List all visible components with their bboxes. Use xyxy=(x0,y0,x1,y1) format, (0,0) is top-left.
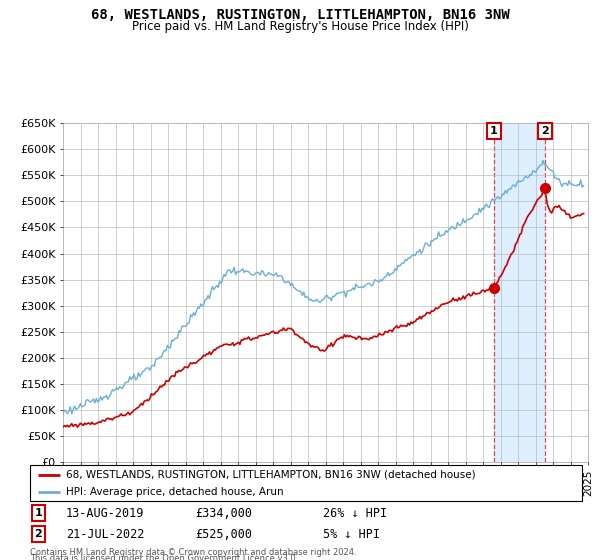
FancyBboxPatch shape xyxy=(30,465,582,501)
Text: 13-AUG-2019: 13-AUG-2019 xyxy=(66,507,144,520)
Text: 1: 1 xyxy=(490,126,498,136)
Text: Price paid vs. HM Land Registry's House Price Index (HPI): Price paid vs. HM Land Registry's House … xyxy=(131,20,469,33)
Text: 1: 1 xyxy=(34,508,42,518)
Bar xyxy=(494,123,545,462)
Text: 68, WESTLANDS, RUSTINGTON, LITTLEHAMPTON, BN16 3NW (detached house): 68, WESTLANDS, RUSTINGTON, LITTLEHAMPTON… xyxy=(66,470,476,480)
Text: £334,000: £334,000 xyxy=(196,507,253,520)
Text: 2: 2 xyxy=(34,529,42,539)
Text: 2: 2 xyxy=(541,126,549,136)
Text: 21-JUL-2022: 21-JUL-2022 xyxy=(66,528,144,541)
Text: HPI: Average price, detached house, Arun: HPI: Average price, detached house, Arun xyxy=(66,487,284,497)
Text: 68, WESTLANDS, RUSTINGTON, LITTLEHAMPTON, BN16 3NW: 68, WESTLANDS, RUSTINGTON, LITTLEHAMPTON… xyxy=(91,8,509,22)
Text: This data is licensed under the Open Government Licence v3.0.: This data is licensed under the Open Gov… xyxy=(30,554,298,560)
Text: 26% ↓ HPI: 26% ↓ HPI xyxy=(323,507,386,520)
Text: Contains HM Land Registry data © Crown copyright and database right 2024.: Contains HM Land Registry data © Crown c… xyxy=(30,548,356,557)
Text: £525,000: £525,000 xyxy=(196,528,253,541)
Text: 5% ↓ HPI: 5% ↓ HPI xyxy=(323,528,380,541)
